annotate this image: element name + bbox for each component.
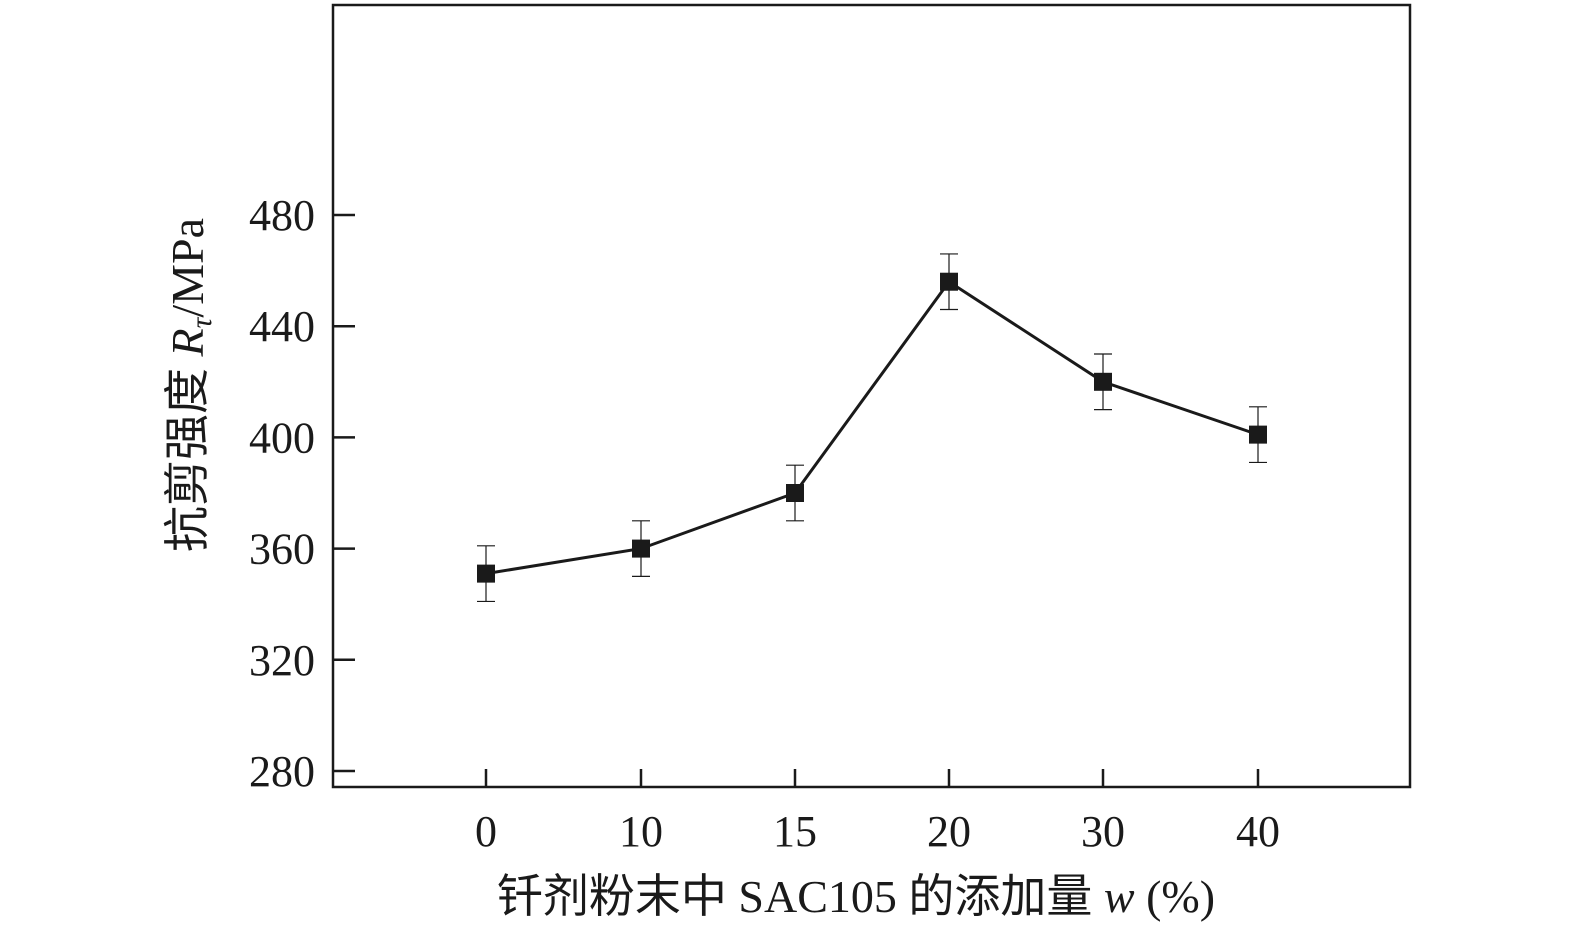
x-tick-label: 20 xyxy=(927,807,971,856)
y-tick-label: 440 xyxy=(249,302,315,351)
x-tick-label: 10 xyxy=(619,807,663,856)
y-tick-label: 320 xyxy=(249,636,315,685)
x-tick-label: 15 xyxy=(773,807,817,856)
y-axis-ticks: 280 320 360 400 440 480 xyxy=(249,191,355,796)
x-tick-label: 0 xyxy=(475,807,497,856)
x-axis-ticks: 0 10 15 20 30 40 xyxy=(475,769,1280,856)
x-tick-label: 30 xyxy=(1081,807,1125,856)
series-line xyxy=(485,279,1259,576)
plot-frame xyxy=(331,3,1412,789)
y-tick-label: 360 xyxy=(249,525,315,574)
y-tick-label: 480 xyxy=(249,191,315,240)
error-bars xyxy=(477,253,1267,603)
data-point-marker xyxy=(786,484,804,502)
data-point-marker xyxy=(1249,425,1267,444)
x-axis-title-unit: (%) xyxy=(1135,871,1215,922)
y-axis-title-subscript: τ xyxy=(185,316,218,328)
y-axis-title-variable: R xyxy=(162,328,213,357)
x-axis-title-prefix: 钎剂粉末中 SAC105 的添加量 xyxy=(497,871,1104,922)
x-axis-title-variable: w xyxy=(1104,871,1135,922)
y-tick-label: 280 xyxy=(249,747,315,796)
y-axis-title: 抗剪强度 Rτ/MPa xyxy=(162,218,218,552)
data-point-marker xyxy=(477,564,495,583)
x-tick-label: 40 xyxy=(1236,807,1280,856)
y-tick-label: 400 xyxy=(249,413,315,462)
data-point-marker xyxy=(940,272,958,291)
data-markers xyxy=(477,272,1267,583)
y-axis-title-prefix: 抗剪强度 xyxy=(162,357,213,553)
data-point-marker xyxy=(632,539,650,558)
series-line-group xyxy=(485,279,1259,576)
y-axis-title-unit: /MPa xyxy=(162,218,213,318)
data-point-marker xyxy=(1094,372,1112,391)
x-axis-title: 钎剂粉末中 SAC105 的添加量 w (%) xyxy=(497,871,1215,922)
